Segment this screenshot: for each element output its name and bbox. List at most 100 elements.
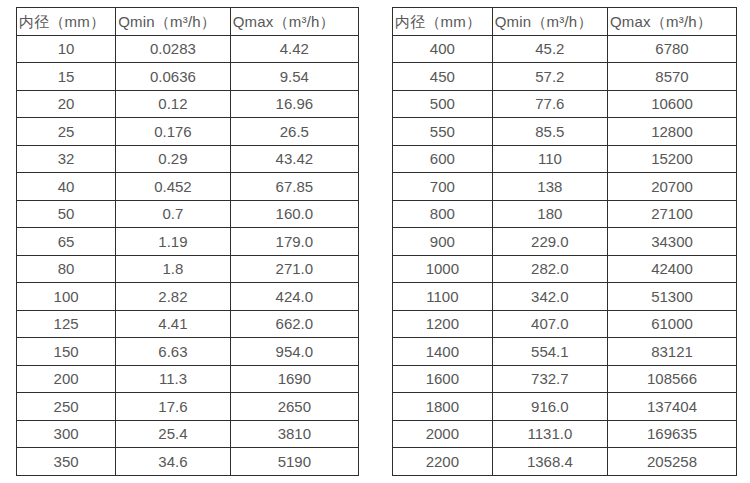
table-row: 60011015200	[393, 145, 737, 173]
table-cell: 180	[492, 200, 607, 228]
table-cell: 61000	[607, 310, 736, 338]
table-cell: 550	[393, 118, 493, 146]
table-cell: 67.85	[230, 173, 358, 201]
table-row: 150.06369.54	[17, 63, 359, 91]
table-cell: 77.6	[492, 90, 607, 118]
table-cell: 0.7	[116, 200, 231, 228]
table-cell: 150	[17, 338, 116, 366]
table-row: 250.17626.5	[17, 118, 359, 146]
table-cell: 15	[17, 63, 116, 91]
table-cell: 110	[492, 145, 607, 173]
table-cell: 200	[17, 365, 116, 393]
table-cell: 342.0	[492, 283, 607, 311]
table-row: 100.02834.42	[17, 35, 359, 63]
table-row: 22001368.4205258	[393, 448, 737, 476]
table-cell: 407.0	[492, 310, 607, 338]
table-row: 320.2943.42	[17, 145, 359, 173]
table-cell: 42400	[607, 255, 736, 283]
table-row: 1200407.061000	[393, 310, 737, 338]
table-cell: 350	[17, 448, 116, 476]
table-row: 1000282.042400	[393, 255, 737, 283]
column-header-inner-diameter: 内径（mm）	[393, 8, 493, 36]
table-cell: 500	[393, 90, 493, 118]
table-cell: 57.2	[492, 63, 607, 91]
table-row: 1400554.183121	[393, 338, 737, 366]
table-cell: 80	[17, 255, 116, 283]
table-cell: 450	[393, 63, 493, 91]
table-cell: 34.6	[116, 448, 231, 476]
table-row: 1600732.7108566	[393, 365, 737, 393]
table-header: 内径（mm） Qmin（m³/h） Qmax（m³/h）	[393, 8, 737, 36]
table-row: 55085.512800	[393, 118, 737, 146]
table-cell: 125	[17, 310, 116, 338]
table-cell: 169635	[607, 420, 736, 448]
table-cell: 1800	[393, 393, 493, 421]
table-cell: 11.3	[116, 365, 231, 393]
table-cell: 138	[492, 173, 607, 201]
table-cell: 10	[17, 35, 116, 63]
table-cell: 3810	[230, 420, 358, 448]
table-row: 1100342.051300	[393, 283, 737, 311]
table-row: 200.1216.96	[17, 90, 359, 118]
column-header-qmax: Qmax（m³/h）	[607, 8, 736, 36]
table-cell: 1.8	[116, 255, 231, 283]
table-cell: 800	[393, 200, 493, 228]
table-cell: 0.176	[116, 118, 231, 146]
table-cell: 2200	[393, 448, 493, 476]
table-cell: 282.0	[492, 255, 607, 283]
table-cell: 1368.4	[492, 448, 607, 476]
table-row: 1254.41662.0	[17, 310, 359, 338]
table-cell: 1131.0	[492, 420, 607, 448]
table-row: 1002.82424.0	[17, 283, 359, 311]
table-cell: 27100	[607, 200, 736, 228]
table-row: 35034.65190	[17, 448, 359, 476]
table-row: 30025.43810	[17, 420, 359, 448]
table-cell: 205258	[607, 448, 736, 476]
table-row: 1800916.0137404	[393, 393, 737, 421]
table-cell: 12800	[607, 118, 736, 146]
table-cell: 1200	[393, 310, 493, 338]
column-header-inner-diameter: 内径（mm）	[17, 8, 116, 36]
table-cell: 20	[17, 90, 116, 118]
table-cell: 2650	[230, 393, 358, 421]
table-cell: 400	[393, 35, 493, 63]
table-cell: 0.452	[116, 173, 231, 201]
table-cell: 51300	[607, 283, 736, 311]
header-row: 内径（mm） Qmin（m³/h） Qmax（m³/h）	[393, 8, 737, 36]
table-cell: 300	[17, 420, 116, 448]
table-row: 20001131.0169635	[393, 420, 737, 448]
table-cell: 32	[17, 145, 116, 173]
table-cell: 34300	[607, 228, 736, 256]
table-cell: 0.29	[116, 145, 231, 173]
table-cell: 25.4	[116, 420, 231, 448]
table-header: 内径（mm） Qmin（m³/h） Qmax（m³/h）	[17, 8, 359, 36]
table-cell: 43.42	[230, 145, 358, 173]
table-cell: 1100	[393, 283, 493, 311]
table-cell: 20700	[607, 173, 736, 201]
table-cell: 5190	[230, 448, 358, 476]
table-cell: 108566	[607, 365, 736, 393]
table-cell: 0.12	[116, 90, 231, 118]
table-cell: 17.6	[116, 393, 231, 421]
column-header-qmax: Qmax（m³/h）	[230, 8, 358, 36]
table-row: 45057.28570	[393, 63, 737, 91]
table-row: 40045.26780	[393, 35, 737, 63]
table-cell: 916.0	[492, 393, 607, 421]
table-cell: 179.0	[230, 228, 358, 256]
table-row: 1506.63954.0	[17, 338, 359, 366]
flow-table-small-diameters: 内径（mm） Qmin（m³/h） Qmax（m³/h） 100.02834.4…	[16, 7, 359, 476]
table-row: 25017.62650	[17, 393, 359, 421]
table-cell: 9.54	[230, 63, 358, 91]
table-row: 50077.610600	[393, 90, 737, 118]
column-header-qmin: Qmin（m³/h）	[116, 8, 231, 36]
table-row: 801.8271.0	[17, 255, 359, 283]
flow-table-large-diameters: 内径（mm） Qmin（m³/h） Qmax（m³/h） 40045.26780…	[392, 7, 737, 476]
table-cell: 8570	[607, 63, 736, 91]
table-cell: 4.42	[230, 35, 358, 63]
table-cell: 65	[17, 228, 116, 256]
table-cell: 6780	[607, 35, 736, 63]
table-cell: 954.0	[230, 338, 358, 366]
table-cell: 229.0	[492, 228, 607, 256]
table-cell: 100	[17, 283, 116, 311]
table-cell: 16.96	[230, 90, 358, 118]
